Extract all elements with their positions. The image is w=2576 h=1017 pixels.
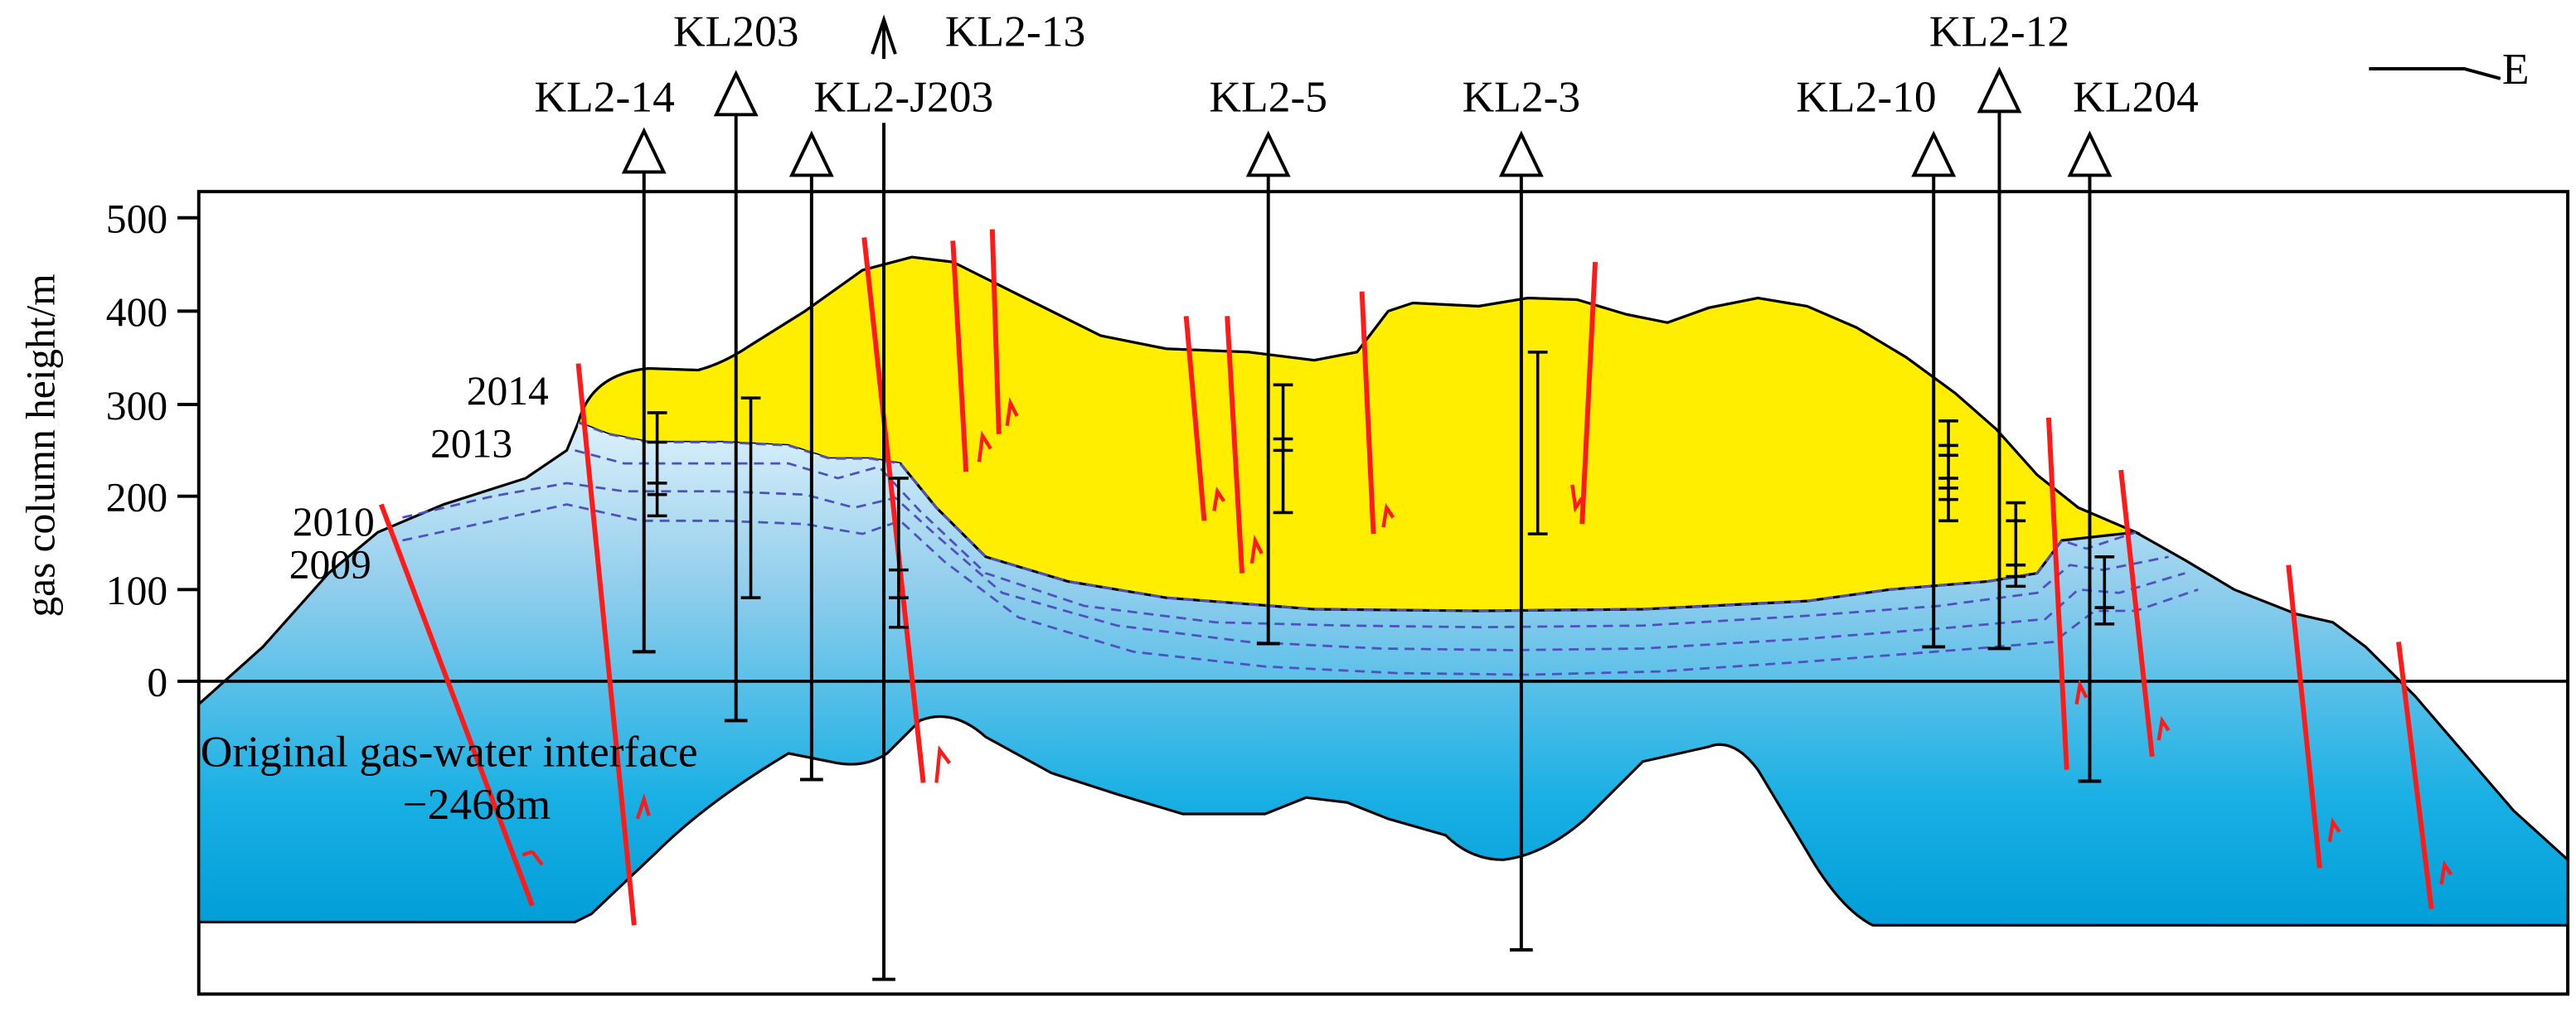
fault-8 bbox=[1359, 291, 1376, 535]
fault-9 bbox=[1579, 261, 1598, 525]
fault-11 bbox=[2118, 469, 2155, 758]
y-tick-500: 500 bbox=[106, 196, 167, 242]
y-tick-300: 300 bbox=[106, 383, 167, 429]
well-label-kl203: KL203 bbox=[673, 6, 799, 56]
well-label-kl2-j203: KL2-J203 bbox=[813, 71, 993, 121]
year-label-2014: 2014 bbox=[467, 368, 549, 414]
interface-label-line1: Original gas-water interface bbox=[201, 727, 698, 777]
well-label-kl2-5: KL2-5 bbox=[1209, 71, 1327, 121]
well-label-kl2-14: KL2-14 bbox=[535, 71, 675, 121]
y-axis bbox=[177, 216, 199, 683]
fault-13 bbox=[2396, 642, 2434, 909]
compass-arrow-icon bbox=[2369, 67, 2501, 80]
well-kl2-3 bbox=[1498, 130, 1544, 952]
well-kl2-12 bbox=[1977, 66, 2022, 651]
compass: E bbox=[2369, 44, 2530, 94]
year-label-2010: 2010 bbox=[293, 499, 375, 545]
perforation-intervals bbox=[647, 351, 2115, 629]
contact-2009 bbox=[402, 503, 2199, 676]
fault-10 bbox=[2045, 417, 2069, 770]
fault-4 bbox=[950, 240, 969, 472]
y-tick-200: 200 bbox=[106, 475, 167, 521]
interface-label: Original gas-water interface −2468m bbox=[201, 727, 698, 829]
plot-frame bbox=[196, 190, 2570, 996]
y-tick-labels: 500 400 300 200 100 0 bbox=[106, 196, 167, 705]
y-axis-label: gas column height/m bbox=[17, 274, 63, 617]
well-kl2-13 bbox=[871, 14, 897, 981]
well-kl203 bbox=[713, 70, 759, 723]
y-tick-400: 400 bbox=[106, 289, 167, 335]
fault-6 bbox=[1183, 316, 1207, 521]
year-label-2009: 2009 bbox=[289, 542, 371, 588]
fault-3 bbox=[861, 237, 926, 783]
y-tick-0: 0 bbox=[147, 660, 167, 705]
well-label-kl2-10: KL2-10 bbox=[1796, 71, 1936, 121]
compass-direction: E bbox=[2502, 44, 2530, 94]
well-kl204 bbox=[2067, 130, 2113, 783]
contact-2013 bbox=[575, 449, 2169, 629]
well-kl2-5 bbox=[1245, 130, 1291, 646]
year-labels: 2014 2013 2010 2009 bbox=[289, 368, 549, 587]
interface-label-line2: −2468m bbox=[402, 779, 551, 829]
well-label-kl2-12: KL2-12 bbox=[1929, 6, 2069, 56]
well-label-kl2-3: KL2-3 bbox=[1463, 71, 1581, 121]
well-kl2-j203 bbox=[788, 130, 834, 782]
faults bbox=[378, 229, 2434, 926]
fault-7 bbox=[1225, 316, 1244, 574]
well-kl2-10 bbox=[1911, 130, 1957, 649]
fault-5 bbox=[989, 229, 1002, 434]
well-labels: KL203 KL2-13 KL2-14 KL2-J203 KL2-5 KL2-3… bbox=[535, 6, 2199, 121]
y-tick-100: 100 bbox=[106, 568, 167, 613]
fault-2 bbox=[575, 363, 637, 926]
year-label-2013: 2013 bbox=[430, 420, 512, 466]
fault-markers bbox=[522, 396, 2453, 885]
gas-zone bbox=[576, 255, 2142, 613]
fault-1 bbox=[378, 503, 535, 907]
contact-2010 bbox=[402, 482, 2185, 651]
fault-12 bbox=[2286, 564, 2322, 869]
well-label-kl2-13: KL2-13 bbox=[945, 6, 1085, 56]
well-label-kl204: KL204 bbox=[2073, 71, 2199, 121]
wells bbox=[621, 14, 2113, 981]
well-kl2-14 bbox=[621, 127, 667, 654]
